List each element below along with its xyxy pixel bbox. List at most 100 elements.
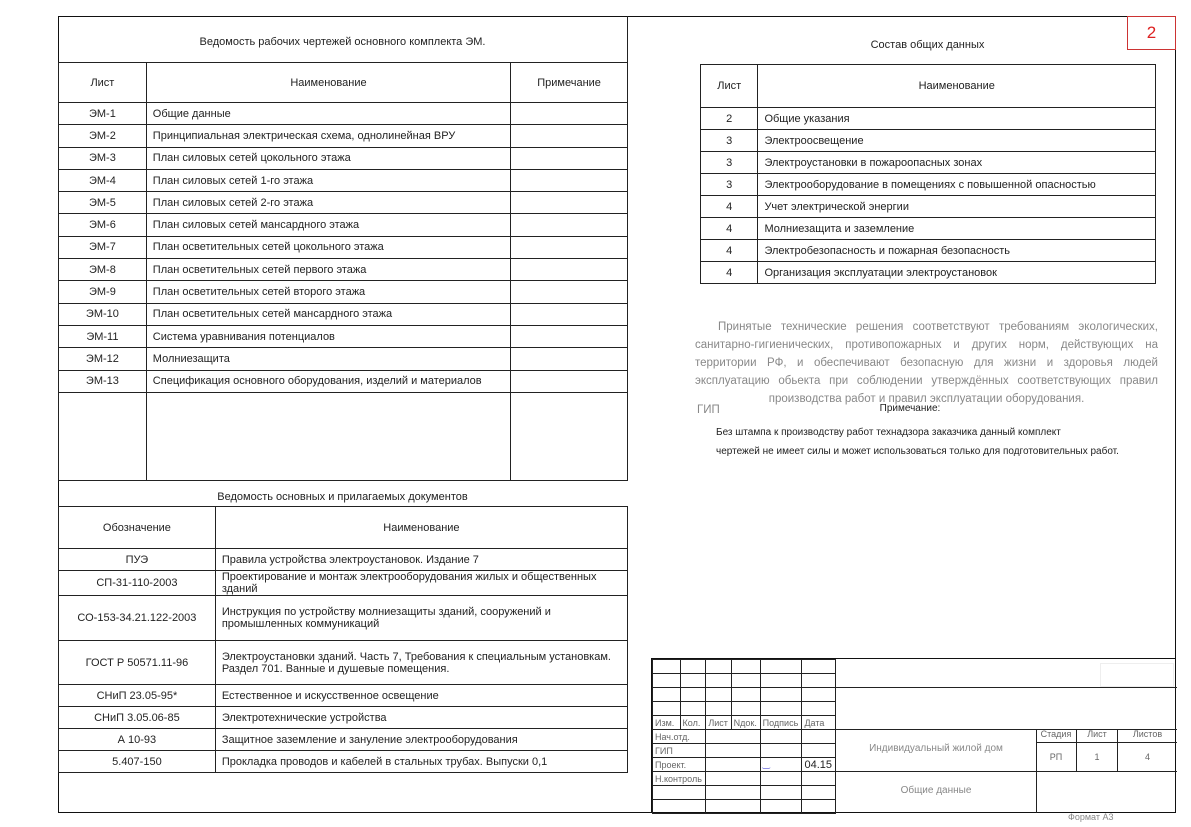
row-note bbox=[510, 369, 628, 393]
title-block-col-header: Дата bbox=[801, 715, 836, 730]
table-row: ЭМ-13 Спецификация основного оборудования… bbox=[58, 369, 628, 393]
general-table: Лист Наименование 2 Общие указания 3 Электроо… bbox=[699, 64, 1156, 284]
table-row: А 10-93 Защитное заземление и зануление э… bbox=[58, 728, 629, 751]
sheet-number: 2 bbox=[1127, 16, 1176, 50]
row-code: ЭМ-7 bbox=[58, 235, 147, 260]
row-code: 4 bbox=[699, 217, 759, 240]
sheet-label: Лист bbox=[1077, 729, 1118, 743]
general-title: Состав общих данных bbox=[870, 39, 985, 51]
row-name: Естественное и искусственное освещение bbox=[214, 684, 629, 707]
row-code: ЭМ-8 bbox=[58, 258, 147, 282]
table-row: ЭМ-8 План осветительных сетей первого эта… bbox=[58, 258, 628, 282]
sheet-title: Общие данные bbox=[900, 785, 972, 796]
table-row: СП-31-110-2003 Проектирование и монтаж эл… bbox=[58, 570, 629, 596]
signature bbox=[759, 771, 803, 786]
row-code: ЭМ-6 bbox=[58, 213, 147, 237]
row-name: Электрооборудование в помещениях с повыш… bbox=[757, 173, 1156, 196]
row-note bbox=[510, 280, 628, 304]
column-header: Наименование bbox=[757, 64, 1156, 108]
drawings-block bbox=[58, 16, 628, 481]
row-name: Электроустановки зданий. Часть 7, Требов… bbox=[214, 640, 629, 685]
date-cell bbox=[801, 743, 836, 758]
header-row: Лист Наименование bbox=[699, 64, 1156, 108]
table-row: ЭМ-5 План силовых сетей 2-го этажа bbox=[58, 191, 628, 215]
row-code: СО-153-34.21.122-2003 bbox=[58, 595, 216, 641]
sheets-value: 4 bbox=[1144, 752, 1150, 762]
row-code: ЭМ-1 bbox=[58, 101, 147, 126]
row-name: Правила устройства электроустановок. Изд… bbox=[214, 548, 629, 571]
table-row: 2 Общие указания bbox=[699, 107, 1156, 130]
column-header: Лист bbox=[58, 62, 147, 103]
row-name: Электробезопасность и пожарная безопасно… bbox=[757, 239, 1156, 262]
column-header: Лист bbox=[699, 64, 759, 108]
role-label bbox=[651, 799, 707, 814]
row-name: Организация эксплуатации электроустаново… bbox=[757, 261, 1156, 284]
row-note bbox=[510, 235, 628, 260]
title-block-col-header: Лист bbox=[705, 715, 732, 730]
signature: ‿ bbox=[759, 757, 803, 772]
table-row: ЭМ-7 План осветительных сетей цокольного … bbox=[58, 235, 628, 260]
row-name: Прокладка проводов и кабелей в стальных … bbox=[214, 750, 629, 773]
note-line-2: чертежей не имеет силы и может использов… bbox=[716, 446, 1119, 457]
project-name: Индивидуальный жилой дом bbox=[869, 743, 1003, 754]
row-code: 2 bbox=[699, 107, 759, 130]
table-row: 4 Электробезопасность и пожарная безопасн… bbox=[699, 239, 1156, 262]
row-code: СНиП 23.05-95* bbox=[58, 684, 216, 707]
row-code: ЭМ-11 bbox=[58, 324, 147, 349]
row-name: Молниезащита и заземление bbox=[757, 217, 1156, 240]
row-code: 4 bbox=[699, 239, 759, 262]
row-note bbox=[510, 146, 628, 170]
row-code: 4 bbox=[699, 261, 759, 284]
row-note bbox=[510, 101, 628, 126]
table-row: ЭМ-1 Общие данные bbox=[58, 101, 628, 126]
table-row: ЭМ-6 План силовых сетей мансардного этажа bbox=[58, 213, 628, 237]
row-name: План осветительных сетей мансардного эта… bbox=[145, 302, 512, 326]
row-name: План осветительных сетей цокольного этаж… bbox=[145, 235, 512, 260]
table-row: СО-153-34.21.122-2003 Инструкция по устро… bbox=[58, 595, 629, 641]
row-code: ЭМ-10 bbox=[58, 302, 147, 326]
row-code: А 10-93 bbox=[58, 728, 216, 751]
table-row: ЭМ-11 Система уравнивания потенциалов bbox=[58, 324, 628, 349]
table-row: ЭМ-10 План осветительных сетей мансардног… bbox=[58, 302, 628, 326]
row-code: ЭМ-4 bbox=[58, 168, 147, 193]
row-note bbox=[510, 168, 628, 193]
row-name: Общие указания bbox=[757, 107, 1156, 130]
table-row: 3 Электроосвещение bbox=[699, 129, 1156, 152]
row-code: 4 bbox=[699, 195, 759, 218]
sheet-value: 1 bbox=[1077, 743, 1118, 771]
stage-label: Стадия bbox=[1036, 729, 1077, 743]
signature bbox=[759, 785, 803, 800]
compliance-statement: Принятые технические решения соответству… bbox=[695, 321, 1158, 405]
row-note bbox=[510, 213, 628, 237]
header-row: Обозначение Наименование bbox=[58, 506, 629, 549]
table-row: 4 Молниезащита и заземление bbox=[699, 217, 1156, 240]
row-code: 5.407-150 bbox=[58, 750, 216, 773]
row-code: 3 bbox=[699, 173, 759, 196]
table-row: 4 Учет электрической энергии bbox=[699, 195, 1156, 218]
row-name: Электротехнические устройства bbox=[214, 706, 629, 729]
row-name: План силовых сетей 2-го этажа bbox=[145, 191, 512, 215]
format-label: Формат А3 bbox=[1068, 812, 1114, 822]
row-name: Электроустановки в пожароопасных зонах bbox=[757, 151, 1156, 174]
row-code: 3 bbox=[699, 151, 759, 174]
row-name: План осветительных сетей второго этажа bbox=[145, 280, 512, 304]
table-row: ГОСТ Р 50571.11-96 Электроустановки здани… bbox=[58, 640, 629, 685]
role-label bbox=[651, 785, 707, 800]
row-name: Проектирование и монтаж электрооборудова… bbox=[214, 570, 629, 596]
title-block-col-header: Изм. bbox=[652, 715, 681, 730]
table-row: ЭМ-3 План силовых сетей цокольного этажа bbox=[58, 146, 628, 170]
signature bbox=[759, 799, 803, 814]
table-row: ПУЭ Правила устройства электроустановок. … bbox=[58, 548, 629, 571]
title-block: Изм. Кол. Лист Nдок. Подпись Дата Нач.отд. ГИП П… bbox=[651, 658, 1177, 814]
note-title: Примечание: bbox=[879, 403, 941, 414]
stage-value: РП bbox=[1036, 743, 1077, 771]
table-row: ЭМ-2 Принципиальная электрическая схема, … bbox=[58, 124, 628, 148]
row-note bbox=[510, 191, 628, 215]
row-name: Электроосвещение bbox=[757, 129, 1156, 152]
row-code: СНиП 3.05.06-85 bbox=[58, 706, 216, 729]
date-cell bbox=[801, 771, 836, 786]
table-row: СНиП 3.05.06-85 Электротехнические устрой… bbox=[58, 706, 629, 729]
table-row: ЭМ-4 План силовых сетей 1-го этажа bbox=[58, 168, 628, 193]
row-note bbox=[510, 124, 628, 148]
table-row: 4 Организация эксплуатации электроустанов… bbox=[699, 261, 1156, 284]
